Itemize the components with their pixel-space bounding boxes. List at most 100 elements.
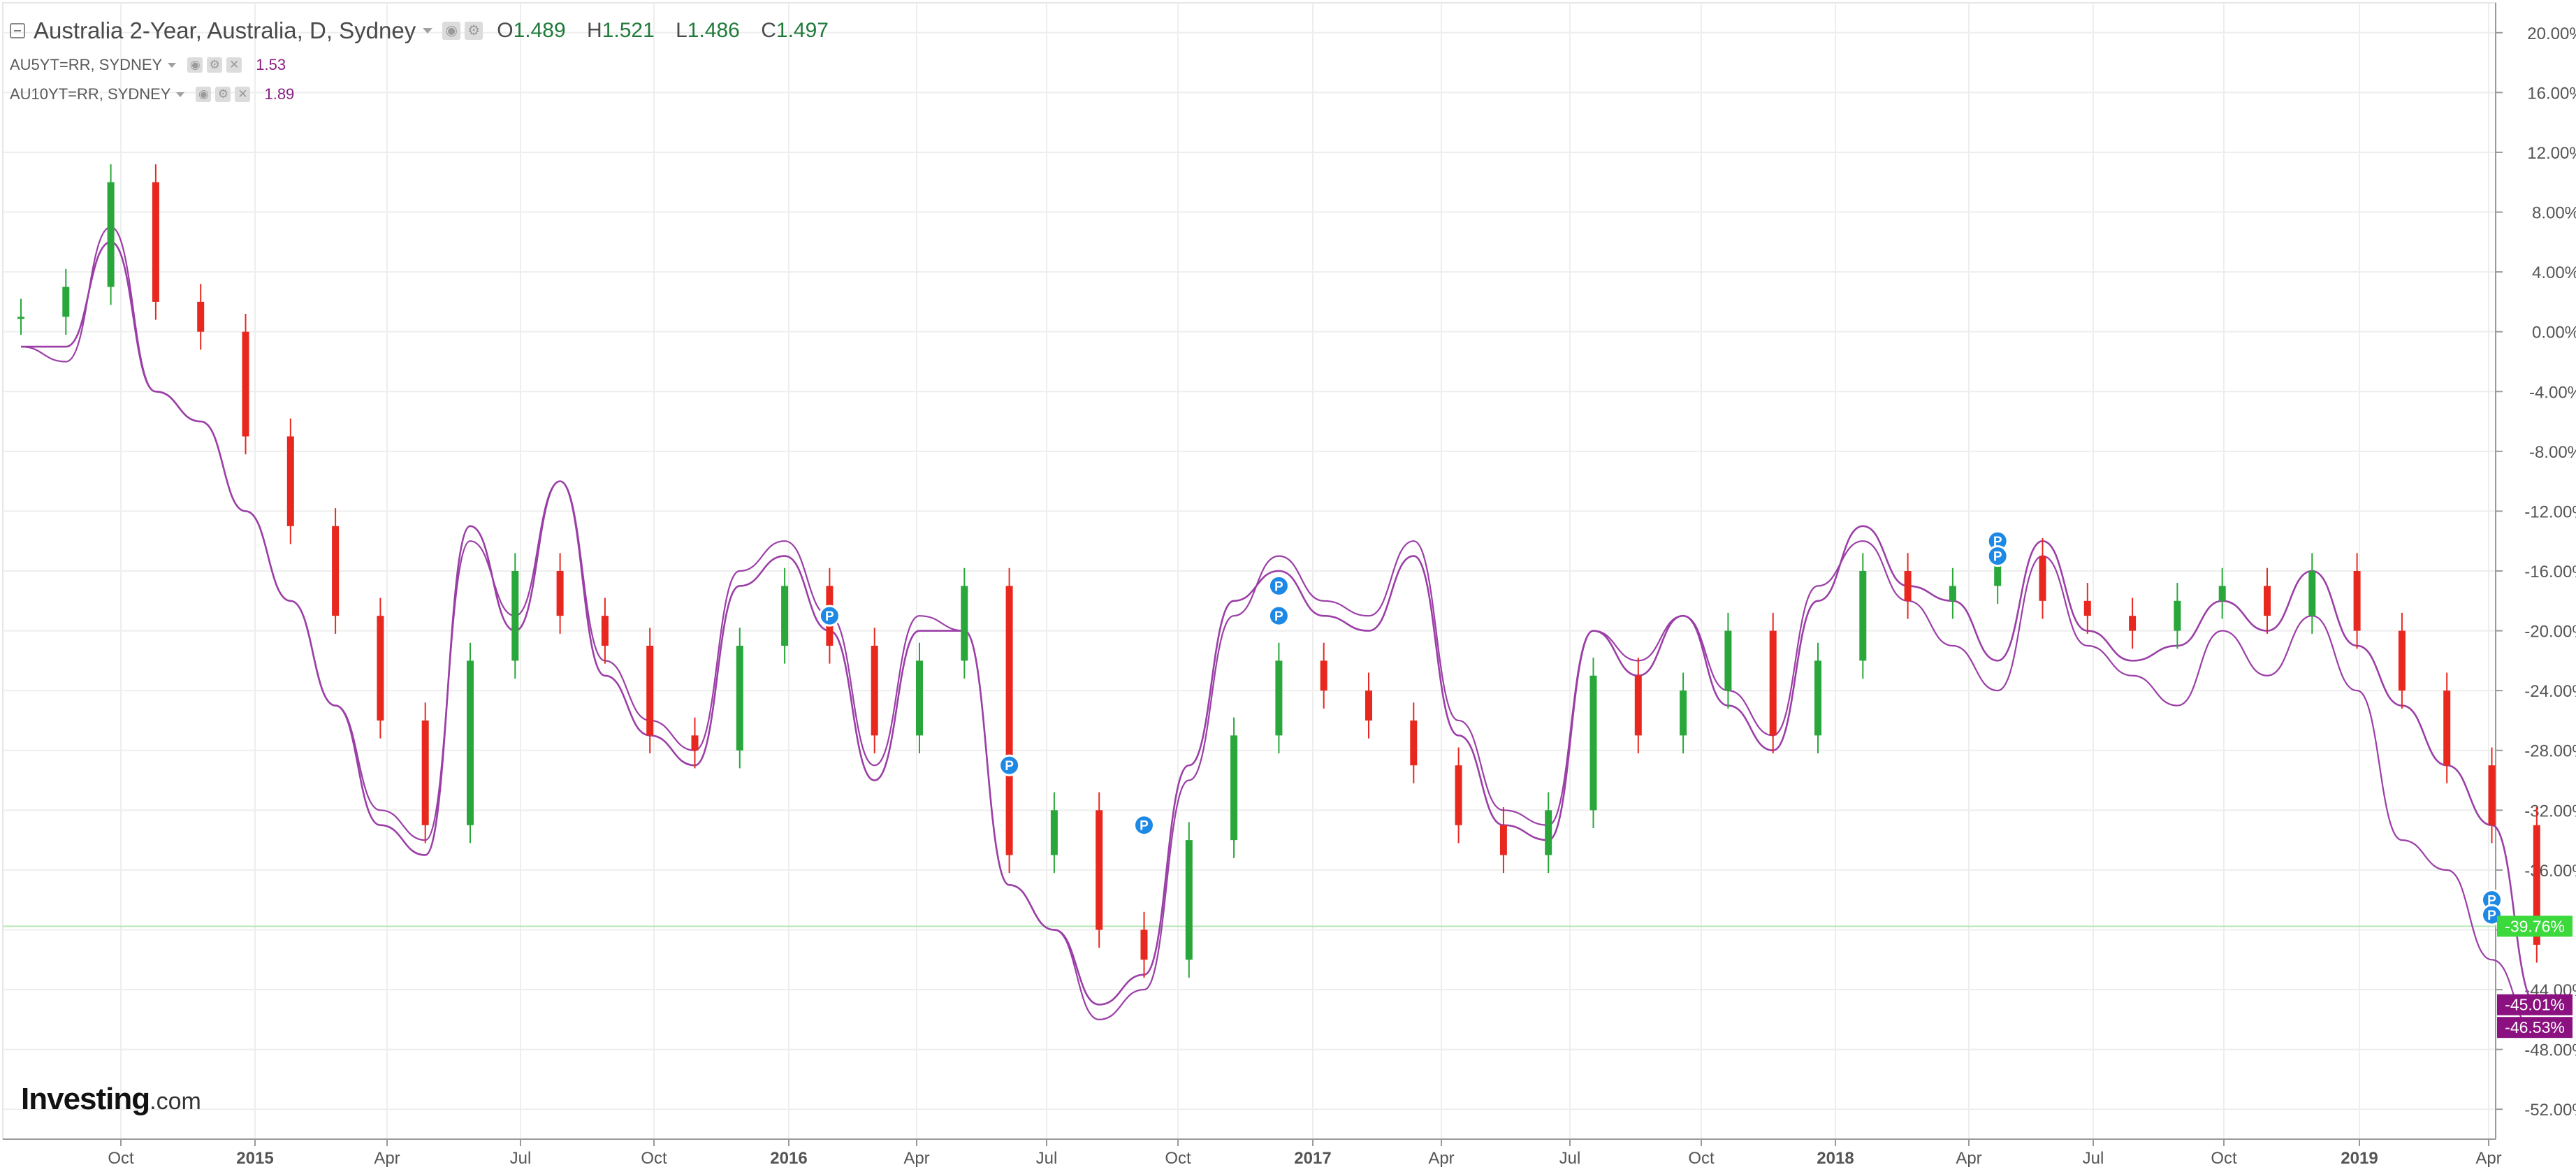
close-icon[interactable]: ✕ bbox=[226, 57, 242, 73]
candle-body[interactable] bbox=[1140, 929, 1148, 960]
overlay-series-value: 1.89 bbox=[264, 85, 295, 103]
candle-body[interactable] bbox=[2218, 586, 2226, 601]
y-tick-label: -4.00% bbox=[2529, 383, 2576, 402]
candle-body[interactable] bbox=[781, 586, 789, 646]
event-marker-icon[interactable] bbox=[818, 605, 841, 627]
y-tick-label: -32.00% bbox=[2524, 802, 2576, 820]
candle-body[interactable] bbox=[511, 571, 519, 661]
main-series-title[interactable]: Australia 2-Year, Australia, D, Sydney bbox=[34, 17, 416, 43]
candle-body[interactable] bbox=[1814, 660, 1821, 736]
chart-legend: Australia 2-Year, Australia, D, Sydney ◉… bbox=[10, 11, 844, 109]
candle-body[interactable] bbox=[1410, 720, 1418, 766]
candle-body[interactable] bbox=[1005, 586, 1013, 855]
candle-body[interactable] bbox=[2308, 571, 2316, 616]
candle-body[interactable] bbox=[1185, 840, 1193, 960]
candle-body[interactable] bbox=[62, 287, 70, 317]
high-label: H bbox=[587, 19, 602, 42]
collapse-legend-icon[interactable] bbox=[10, 23, 25, 38]
close-value: 1.497 bbox=[776, 19, 829, 42]
candle-body[interactable] bbox=[601, 616, 609, 646]
event-marker-icon[interactable] bbox=[998, 754, 1021, 776]
candle-body[interactable] bbox=[2353, 571, 2361, 631]
candle-body[interactable] bbox=[467, 660, 474, 825]
settings-gear-icon[interactable]: ⚙ bbox=[215, 87, 231, 102]
visibility-eye-icon[interactable]: ◉ bbox=[187, 57, 203, 73]
event-marker-icon[interactable] bbox=[1267, 574, 1290, 597]
au10y-overlay-line[interactable] bbox=[20, 226, 2537, 1036]
candle-body[interactable] bbox=[2083, 600, 2091, 616]
settings-gear-icon[interactable]: ⚙ bbox=[207, 57, 223, 73]
x-tick-label: Oct bbox=[2211, 1149, 2237, 1168]
event-marker-icon[interactable] bbox=[1986, 545, 2009, 567]
candle-body[interactable] bbox=[107, 182, 115, 287]
x-tick-label: Jul bbox=[1036, 1149, 1058, 1168]
candle-body[interactable] bbox=[916, 660, 923, 736]
settings-gear-icon[interactable]: ⚙ bbox=[465, 22, 483, 40]
candle-body[interactable] bbox=[1680, 690, 1687, 736]
candle-body[interactable] bbox=[2398, 630, 2406, 691]
x-tick-label: Jul bbox=[1559, 1149, 1581, 1168]
visibility-eye-icon[interactable]: ◉ bbox=[196, 87, 212, 102]
candle-body[interactable] bbox=[1365, 690, 1372, 721]
candle-body[interactable] bbox=[1724, 630, 1732, 691]
candle-body[interactable] bbox=[2174, 600, 2181, 631]
overlay-series-title[interactable]: AU5YT=RR, SYDNEY bbox=[10, 56, 163, 73]
event-marker-icon[interactable] bbox=[1133, 814, 1155, 837]
event-marker-label: P bbox=[1005, 759, 1014, 774]
visibility-eye-icon[interactable]: ◉ bbox=[442, 22, 461, 40]
candle-body[interactable] bbox=[1455, 765, 1462, 825]
candle-body[interactable] bbox=[2443, 690, 2451, 766]
candle-body[interactable] bbox=[1320, 660, 1327, 691]
candle-body[interactable] bbox=[197, 301, 205, 332]
candle-body[interactable] bbox=[286, 436, 294, 526]
x-tick-label: Oct bbox=[1688, 1149, 1715, 1168]
au5y-value-badge-bg bbox=[2497, 994, 2573, 1015]
event-marker-icon[interactable] bbox=[1267, 605, 1290, 627]
candle-body[interactable] bbox=[2264, 586, 2271, 616]
candle-body[interactable] bbox=[332, 526, 340, 616]
candle-body[interactable] bbox=[556, 571, 564, 616]
overlay-series-title[interactable]: AU10YT=RR, SYDNEY bbox=[10, 85, 171, 103]
candle-body[interactable] bbox=[1499, 825, 1507, 855]
candle-body[interactable] bbox=[1096, 810, 1103, 930]
candle-body[interactable] bbox=[1949, 586, 1956, 601]
candle-body[interactable] bbox=[646, 645, 654, 736]
candle-body[interactable] bbox=[1769, 630, 1777, 736]
candle-body[interactable] bbox=[1545, 810, 1552, 855]
candle-body[interactable] bbox=[1050, 810, 1058, 855]
main-series-dropdown-icon[interactable] bbox=[423, 28, 433, 34]
candle-body[interactable] bbox=[691, 735, 699, 751]
candle-body[interactable] bbox=[736, 645, 743, 751]
candle-body[interactable] bbox=[2129, 616, 2137, 631]
candle-body[interactable] bbox=[152, 182, 159, 302]
high-value: 1.521 bbox=[602, 19, 655, 42]
x-tick-label: Apr bbox=[1956, 1149, 1981, 1168]
overlay-dropdown-icon[interactable] bbox=[168, 62, 177, 68]
candle-body[interactable] bbox=[377, 616, 384, 721]
candle-body[interactable] bbox=[1904, 571, 1912, 601]
x-tick-label: Oct bbox=[1165, 1149, 1191, 1168]
candle-body[interactable] bbox=[961, 586, 968, 661]
candle-body[interactable] bbox=[1230, 735, 1238, 841]
candle-body[interactable] bbox=[2488, 765, 2496, 825]
candle-body[interactable] bbox=[2039, 556, 2046, 601]
candle-body[interactable] bbox=[871, 645, 878, 736]
candle-body[interactable] bbox=[1634, 675, 1642, 736]
event-marker-icon[interactable] bbox=[2481, 904, 2503, 926]
logo-suffix: .com bbox=[150, 1088, 201, 1115]
overlay-dropdown-icon[interactable] bbox=[176, 92, 185, 97]
close-icon[interactable]: ✕ bbox=[235, 87, 251, 102]
candle-body[interactable] bbox=[17, 317, 24, 319]
au10y-value-badge: -46.53% bbox=[2505, 1018, 2565, 1036]
y-tick-label: 12.00% bbox=[2527, 144, 2576, 163]
candle-body[interactable] bbox=[421, 720, 429, 825]
candle-body[interactable] bbox=[2533, 825, 2540, 945]
candle-body[interactable] bbox=[1589, 675, 1597, 811]
x-tick-label: 2017 bbox=[1294, 1149, 1331, 1168]
candle-body[interactable] bbox=[1859, 571, 1867, 661]
candle-body[interactable] bbox=[1275, 660, 1283, 736]
candle-body[interactable] bbox=[242, 331, 249, 437]
candle-body[interactable] bbox=[1994, 556, 2002, 586]
